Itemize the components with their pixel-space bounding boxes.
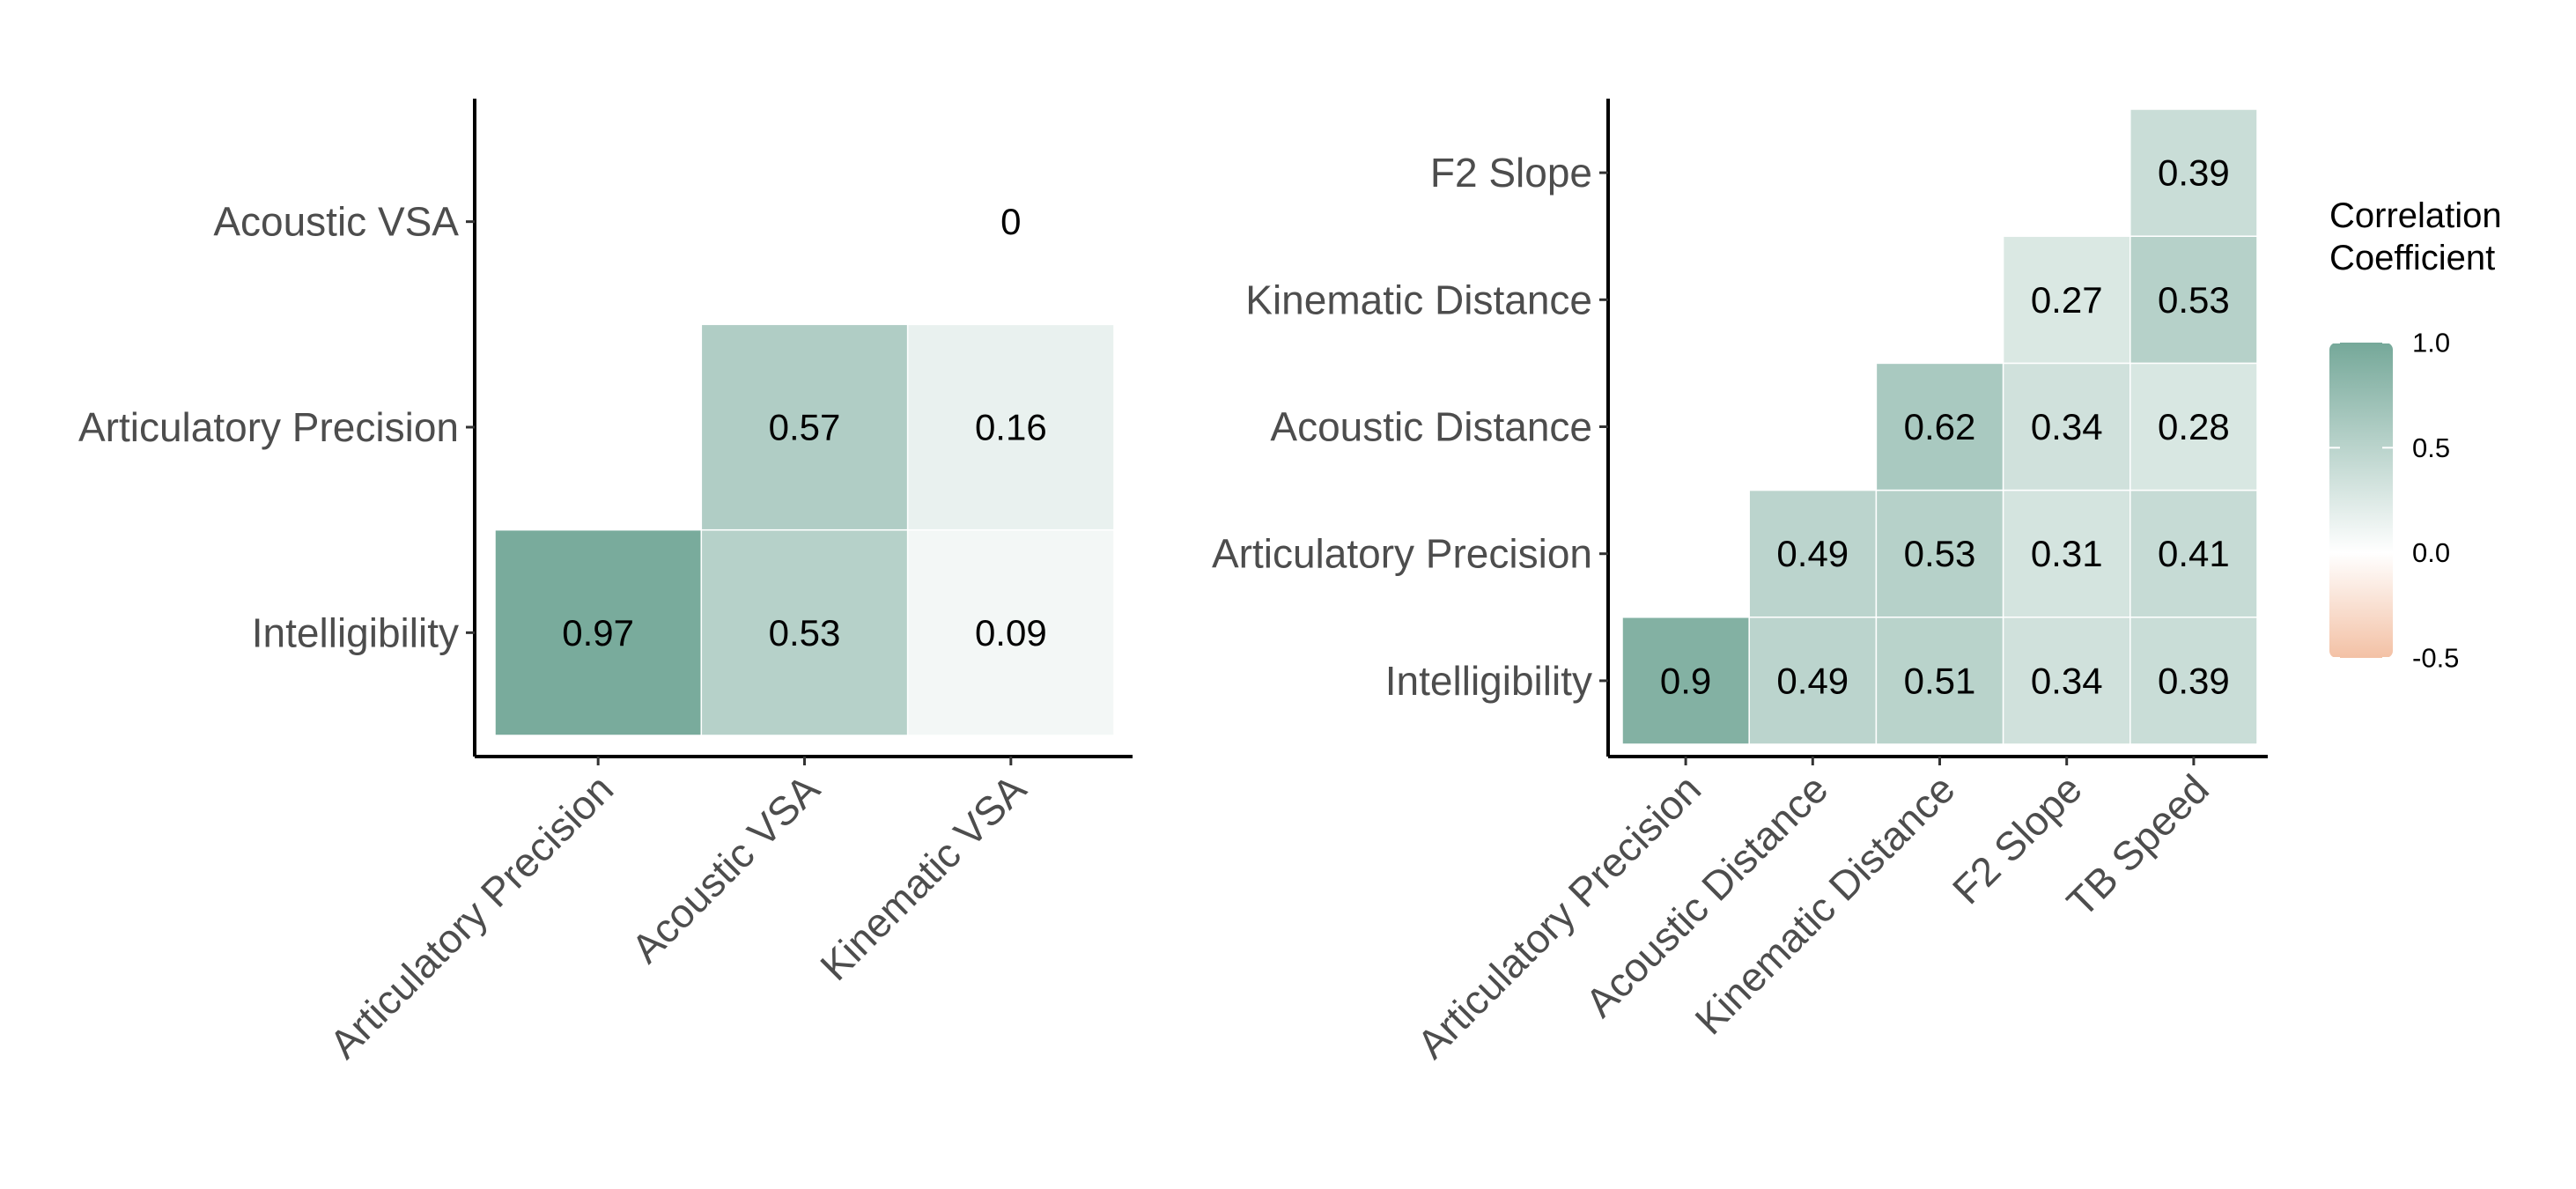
right-cell-label: 0.28 [2158,406,2230,447]
left-cell-label: 0.09 [975,612,1047,654]
left-cell [700,323,909,531]
right-cell-label: 0.62 [1904,406,1976,447]
left-x-tick-label: Acoustic VSA [623,765,829,971]
left-cell [906,323,1115,531]
right-cell-label: 0.51 [1904,660,1976,701]
legend-tick-label: 1.0 [2412,328,2450,358]
right-cell-label: 0.39 [2158,152,2230,194]
right-cell-label: 0.53 [2158,279,2230,321]
right-cell-label: 0.9 [1660,660,1711,701]
right-cell [1875,489,2004,618]
right-cell [1875,362,2004,491]
legend-tick-label: 0.0 [2412,537,2450,568]
right-cell [2129,362,2258,491]
legend-tick-label: 0.5 [2412,432,2450,463]
heatmap-left: 0.97 0.53 0.09 0.57 0.16 0 Intelligibility Arti… [78,99,1133,1067]
right-x-tick-label: Acoustic Distance [1576,765,1836,1025]
right-y-tick-label: Articulatory Precision [1212,531,1592,577]
right-cell-label: 0.27 [2031,279,2103,321]
left-cell [494,528,703,736]
right-y-tick-label: Kinematic Distance [1245,277,1592,322]
left-y-tick-label: Intelligibility [252,609,459,655]
legend-title-line: Coefficient [2329,239,2495,277]
right-cell-label: 0.49 [1776,533,1849,574]
left-cell-label: 0.16 [975,407,1047,448]
right-cell [1621,617,1750,745]
left-cell-label: 0.53 [769,612,841,654]
right-cell [1748,489,1878,618]
color-legend: Correlation Coefficient 1.0 0.5 0.0 -0.5 [2329,196,2502,674]
left-cell-label: 0.57 [769,407,841,448]
left-y-tick-label: Articulatory Precision [78,404,459,450]
right-y-tick-label: Intelligibility [1385,658,1592,704]
right-y-tick-label: Acoustic Distance [1270,404,1592,450]
left-x-tick-label: Kinematic VSA [811,765,1035,989]
right-cell-label: 0.53 [1904,533,1976,574]
right-cell [2002,362,2131,491]
right-cell [2129,108,2258,237]
right-cell [2129,617,2258,745]
right-cell-label: 0.41 [2158,533,2230,574]
left-cell-label: 0.97 [562,612,634,654]
left-cell [700,528,909,736]
left-x-tick-label: Articulatory Precision [321,765,622,1067]
right-cell-label: 0.34 [2031,406,2103,447]
legend-colorbar [2329,343,2393,658]
right-cell-label: 0.39 [2158,660,2230,701]
right-cell-label: 0.49 [1776,660,1849,701]
right-cell [2002,235,2131,365]
right-cell [2129,235,2258,365]
right-cell-label: 0.34 [2031,660,2103,701]
right-cell [2129,489,2258,618]
right-y-tick-label: F2 Slope [1430,150,1592,196]
left-cell-label: 0 [1000,201,1021,242]
right-cell [1748,617,1878,745]
legend-title-line: Correlation [2329,196,2502,235]
left-y-tick-label: Acoustic VSA [213,199,459,245]
right-cell [1875,617,2004,745]
legend-tick-label: -0.5 [2412,643,2459,674]
heatmap-right: 0.9 0.49 0.51 0.34 0.39 0.49 0.53 0.31 0.41 0.62 0… [1212,99,2268,1067]
left-cell [906,118,1115,326]
right-cell-label: 0.31 [2031,533,2103,574]
